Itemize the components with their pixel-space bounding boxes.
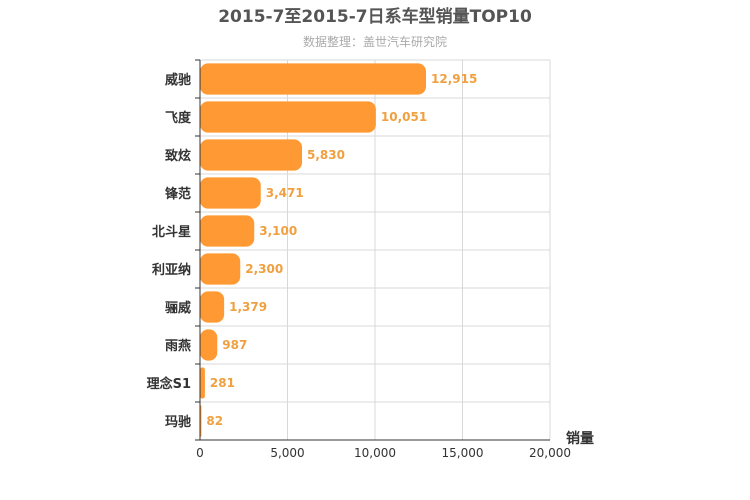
x-tick-label: 20,000	[529, 446, 571, 460]
data-label: 2,300	[245, 262, 283, 276]
category-label: 骊威	[165, 300, 191, 316]
bar	[200, 253, 241, 285]
category-label: 利亚纳	[152, 262, 191, 278]
bar	[200, 177, 261, 209]
x-tick-label: 0	[196, 446, 204, 460]
bar	[200, 291, 225, 323]
category-label: 致炫	[165, 148, 191, 164]
bar	[200, 329, 218, 361]
data-label: 3,100	[259, 224, 297, 238]
bar	[200, 63, 427, 95]
category-label: 理念S1	[147, 376, 191, 392]
category-label: 锋范	[165, 186, 191, 202]
data-label: 987	[222, 338, 247, 352]
data-label: 12,915	[431, 72, 477, 86]
data-label: 10,051	[381, 110, 427, 124]
category-label: 飞度	[165, 110, 192, 126]
data-label: 5,830	[307, 148, 345, 162]
axes	[195, 59, 550, 441]
bars	[200, 63, 427, 437]
bar	[200, 215, 255, 247]
chart-title: 2015-7至2015-7日系车型销量TOP10	[218, 6, 532, 27]
bar	[200, 367, 205, 399]
x-tick-label: 10,000	[354, 446, 396, 460]
data-labels: 12,915 10,051 5,830 3,471 3,100 2,300 1,379 987…	[206, 72, 477, 428]
x-tick-label: 15,000	[442, 446, 484, 460]
bar	[200, 101, 376, 133]
category-label: 雨燕	[165, 338, 191, 354]
grid-lines	[200, 59, 551, 441]
data-label: 82	[206, 414, 223, 428]
chart-subtitle: 数据整理：盖世汽车研究院	[303, 34, 447, 49]
data-label: 3,471	[266, 186, 304, 200]
category-label: 威驰	[165, 72, 191, 88]
tick-labels: 0 5,000 10,000 15,000 20,000	[196, 446, 571, 460]
data-label: 1,379	[229, 300, 267, 314]
data-label: 281	[210, 376, 235, 390]
category-label: 北斗星	[152, 225, 191, 240]
x-tick-label: 5,000	[270, 446, 304, 460]
x-axis-title: 销量	[566, 430, 594, 447]
bar	[200, 139, 303, 171]
category-label: 玛驰	[165, 415, 191, 430]
